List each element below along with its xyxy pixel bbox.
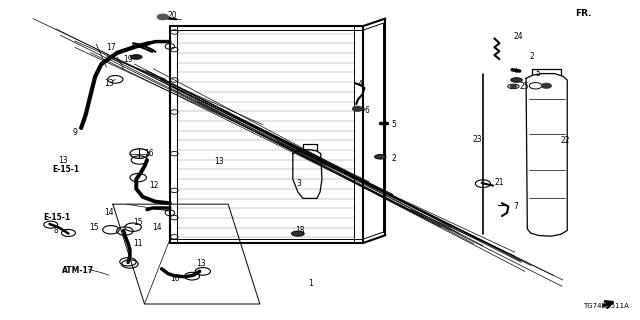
Circle shape [353, 106, 362, 111]
Text: 10: 10 [170, 274, 179, 283]
Text: 20: 20 [167, 11, 177, 20]
Text: 6: 6 [364, 106, 369, 115]
Text: 1: 1 [308, 279, 314, 288]
Text: 5: 5 [536, 69, 540, 78]
Text: 2: 2 [529, 52, 534, 60]
Text: E-15-1: E-15-1 [43, 213, 70, 222]
Text: 22: 22 [561, 136, 570, 145]
Text: 16: 16 [145, 149, 154, 158]
Text: 13: 13 [196, 260, 206, 268]
Text: 23: 23 [472, 135, 482, 144]
Ellipse shape [511, 78, 522, 82]
Text: 12: 12 [149, 181, 159, 190]
Text: TG74B0511A: TG74B0511A [583, 303, 629, 308]
Text: 7: 7 [513, 202, 518, 211]
Text: 25: 25 [520, 82, 529, 91]
Circle shape [510, 85, 516, 88]
Ellipse shape [374, 155, 386, 159]
Text: E-15-1: E-15-1 [52, 165, 80, 174]
Text: 15: 15 [133, 218, 143, 227]
Text: 13: 13 [104, 79, 114, 88]
Circle shape [157, 14, 168, 20]
Text: 21: 21 [494, 178, 504, 187]
Text: 13: 13 [58, 156, 68, 164]
Text: 2: 2 [392, 154, 396, 163]
Text: 3: 3 [296, 180, 301, 188]
Text: 14: 14 [152, 223, 162, 232]
Ellipse shape [131, 55, 142, 59]
Text: 9: 9 [73, 128, 78, 137]
Text: FR.: FR. [575, 9, 592, 18]
Text: 5: 5 [392, 120, 397, 129]
Text: 8: 8 [54, 226, 59, 235]
Text: 15: 15 [89, 223, 99, 232]
Text: ATM-17: ATM-17 [62, 266, 94, 275]
Ellipse shape [292, 231, 304, 236]
Text: 11: 11 [133, 239, 143, 248]
Text: 4: 4 [358, 80, 363, 89]
Circle shape [541, 83, 552, 88]
Text: 18: 18 [295, 226, 305, 235]
Text: 14: 14 [104, 208, 114, 217]
Text: 13: 13 [214, 157, 224, 166]
Text: 19: 19 [124, 55, 133, 64]
Text: 24: 24 [513, 32, 523, 41]
Text: 17: 17 [106, 43, 116, 52]
